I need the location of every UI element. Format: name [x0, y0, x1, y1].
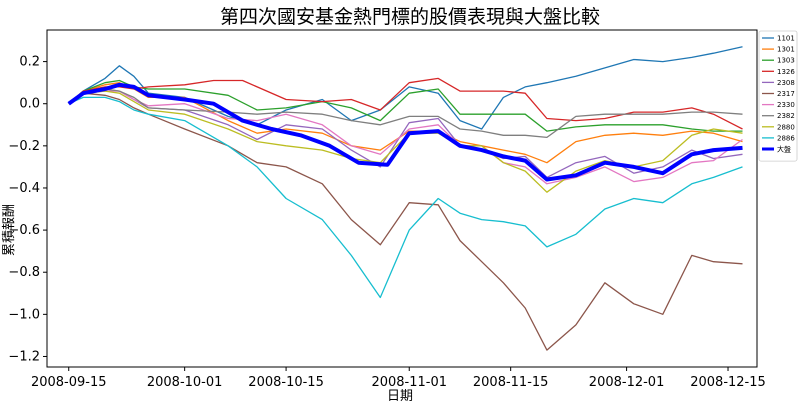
x-ticks: 2008-09-15 2008-10-01 2008-10-15 2008-11-01… [31, 367, 766, 390]
legend-label: 1101 [777, 35, 795, 43]
legend-label: 2330 [777, 101, 795, 109]
legend-label: 2886 [777, 134, 795, 142]
series-line-5 [68, 92, 743, 351]
legend-label: 1301 [777, 46, 795, 54]
y-tick-label: 0.2 [19, 55, 40, 70]
y-tick-label: −1.0 [8, 307, 40, 322]
legend-box [758, 30, 798, 162]
series-line-10 [67, 82, 743, 182]
x-tick-label: 2008-12-01 [589, 375, 665, 390]
y-tick-label: −1.2 [8, 349, 40, 364]
y-tick-label: −0.6 [8, 223, 40, 238]
y-axis-label: 累積報酬 [2, 204, 17, 256]
y-tick-label: 0.0 [19, 97, 40, 112]
plot-area [46, 29, 758, 368]
legend-label: 2317 [777, 90, 795, 98]
legend-label: 1303 [777, 57, 795, 65]
y-tick-label: −0.4 [8, 181, 40, 196]
x-tick-label: 2008-11-15 [473, 375, 549, 390]
legend-label: 2880 [777, 123, 795, 131]
chart-title: 第四次國安基金熱門標的股價表現與大盤比較 [220, 6, 600, 28]
legend: 1101 1301 1303 1326 2308 2317 2330 2382 2880 2886… [758, 30, 798, 162]
y-ticks: 0.2 0.0 −0.2 −0.4 −0.6 −0.8 −1.0 −1.2 [8, 55, 47, 364]
legend-label: 大盤 [777, 145, 791, 154]
x-tick-label: 2008-10-15 [248, 375, 324, 390]
legend-label: 2308 [777, 79, 795, 87]
legend-label: 1326 [777, 68, 795, 76]
x-tick-label: 2008-12-15 [690, 375, 766, 390]
legend-label: 2382 [777, 112, 795, 120]
y-tick-label: −0.8 [8, 265, 40, 280]
series-line-9 [68, 96, 743, 299]
series-line-7 [68, 88, 743, 139]
y-tick-label: −0.2 [8, 139, 40, 154]
x-tick-label: 2008-09-15 [31, 375, 107, 390]
series-line-3 [68, 77, 743, 130]
series-layer [67, 46, 743, 351]
series-line-0 [68, 46, 743, 130]
x-axis-label: 日期 [387, 389, 413, 404]
x-tick-label: 2008-10-01 [147, 375, 223, 390]
x-tick-label: 2008-11-01 [371, 375, 447, 390]
